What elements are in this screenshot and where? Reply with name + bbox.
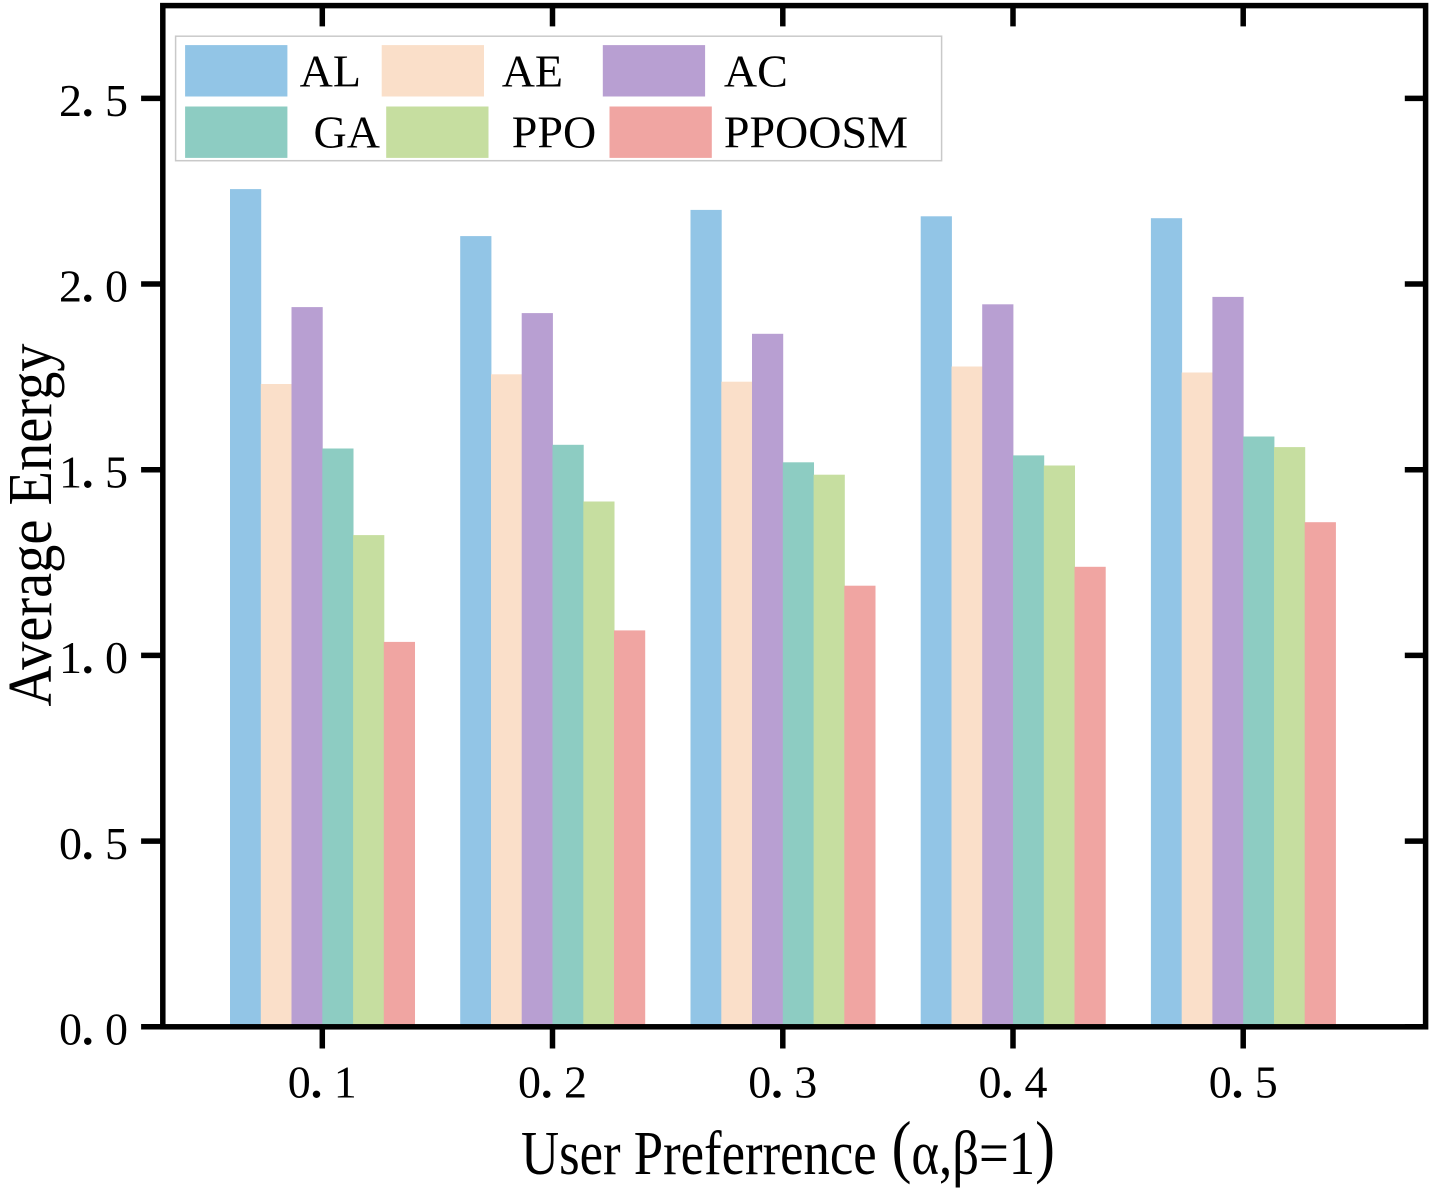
svg-text:0. 1: 0. 1 <box>288 1057 357 1108</box>
svg-text:0. 4: 0. 4 <box>979 1057 1048 1108</box>
svg-text:1. 5: 1. 5 <box>59 446 128 497</box>
svg-text:AC: AC <box>724 45 788 96</box>
svg-text:1. 0: 1. 0 <box>59 632 128 683</box>
svg-text:0. 2: 0. 2 <box>518 1057 587 1108</box>
svg-text:2. 0: 2. 0 <box>59 261 128 312</box>
svg-text:User Preferrence (α,β=1): User Preferrence (α,β=1) <box>521 1109 1055 1189</box>
svg-text:0. 3: 0. 3 <box>748 1057 817 1108</box>
svg-text:0. 5: 0. 5 <box>59 818 128 869</box>
svg-text:PPO: PPO <box>512 107 596 158</box>
svg-text:PPOOSM: PPOOSM <box>724 107 908 158</box>
svg-text:0. 0: 0. 0 <box>59 1004 128 1055</box>
svg-text:GA: GA <box>314 107 380 158</box>
svg-text:0. 5: 0. 5 <box>1209 1057 1278 1108</box>
svg-text:Average Energy: Average Energy <box>0 343 65 706</box>
svg-text:AE: AE <box>502 45 563 96</box>
svg-text:2. 5: 2. 5 <box>59 75 128 126</box>
svg-text:AL: AL <box>300 45 361 96</box>
